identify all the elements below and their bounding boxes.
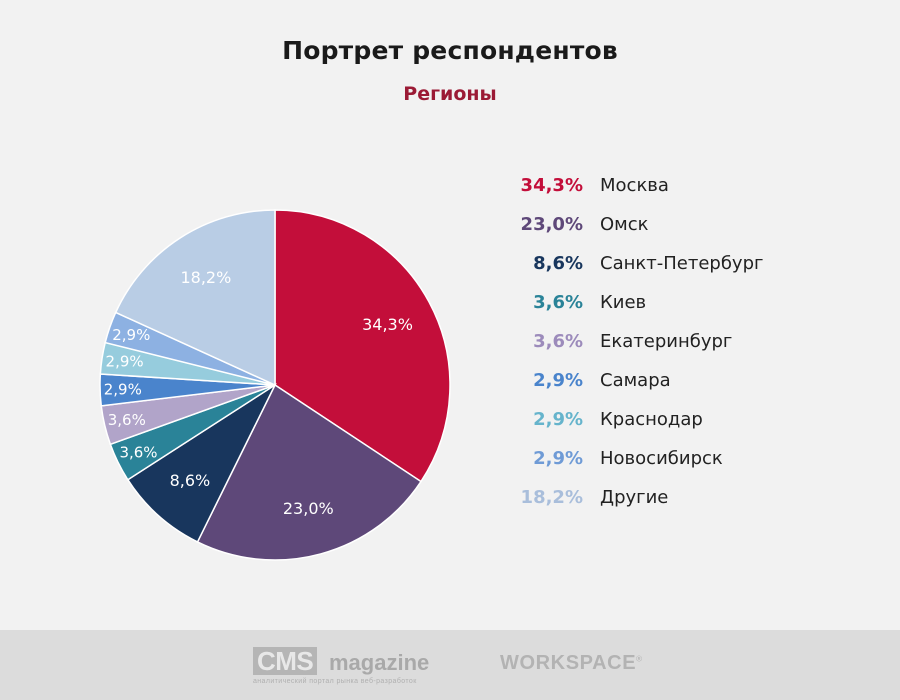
legend-label: Новосибирск [600, 448, 723, 469]
legend-item-6: 2,9% Самара [470, 367, 870, 406]
legend: 34,3% Москва 23,0% Омск 8,6% Санкт-Петербург 3… [470, 172, 870, 523]
slice-value-label-1: 34,3% [362, 315, 413, 334]
chart-subtitle: Регионы [403, 83, 497, 105]
slice-value-label-9: 18,2% [180, 268, 231, 287]
legend-percent: 34,3% [520, 175, 583, 196]
legend-percent: 2,9% [533, 409, 583, 430]
legend-label: Киев [600, 292, 647, 313]
pie-slice-9 [114, 209, 276, 387]
footer: CMS magazine аналитический портал рынка … [0, 630, 900, 700]
cms-logo-tagline: аналитический портал рынка веб-разработо… [253, 678, 417, 685]
legend-item-5: 3,6% Екатеринбург [470, 328, 870, 367]
slice-value-label-2: 23,0% [283, 499, 334, 518]
legend-percent: 3,6% [533, 292, 583, 313]
pie-chart: 34,3% 23,0% 8,6% 3,6% 3,6% 2,9% 2,9% 2,9% 18,2% [99, 209, 451, 561]
pie-slice-2 [196, 383, 422, 561]
legend-percent: 2,9% [533, 448, 583, 469]
slice-value-label-4: 3,6% [119, 443, 157, 461]
cms-logo-box: CMS [253, 647, 318, 675]
pie-slice-3 [126, 382, 277, 543]
legend-label: Самара [600, 370, 671, 391]
legend-label: Краснодар [600, 409, 703, 430]
workspace-logo[interactable]: WORKSPACE® [500, 652, 643, 675]
legend-percent: 23,0% [520, 214, 583, 235]
workspace-logo-text: WORKSPACE [500, 652, 637, 674]
legend-item-4: 3,6% Киев [470, 289, 870, 328]
legend-label: Москва [600, 175, 669, 196]
legend-percent: 2,9% [533, 370, 583, 391]
legend-item-1: 34,3% Москва [470, 172, 870, 211]
legend-item-2: 23,0% Омск [470, 211, 870, 250]
legend-item-7: 2,9% Краснодар [470, 406, 870, 445]
legend-label: Другие [600, 487, 669, 508]
cms-logo-word: magazine [329, 650, 430, 675]
slice-value-label-7: 2,9% [106, 353, 144, 371]
legend-label: Санкт-Петербург [600, 253, 764, 274]
legend-percent: 3,6% [533, 331, 583, 352]
chart-title: Портрет респондентов [282, 36, 618, 65]
legend-item-9: 18,2% Другие [470, 484, 870, 523]
legend-percent: 18,2% [520, 487, 583, 508]
legend-label: Екатеринбург [600, 331, 733, 352]
legend-item-8: 2,9% Новосибирск [470, 445, 870, 484]
registered-mark: ® [636, 654, 643, 664]
slice-value-label-6: 2,9% [104, 380, 142, 398]
slice-value-label-5: 3,6% [108, 411, 146, 429]
slice-value-label-8: 2,9% [112, 326, 150, 344]
legend-item-3: 8,6% Санкт-Петербург [470, 250, 870, 289]
slice-value-label-3: 8,6% [170, 471, 211, 490]
legend-label: Омск [600, 214, 649, 235]
legend-percent: 8,6% [533, 253, 583, 274]
